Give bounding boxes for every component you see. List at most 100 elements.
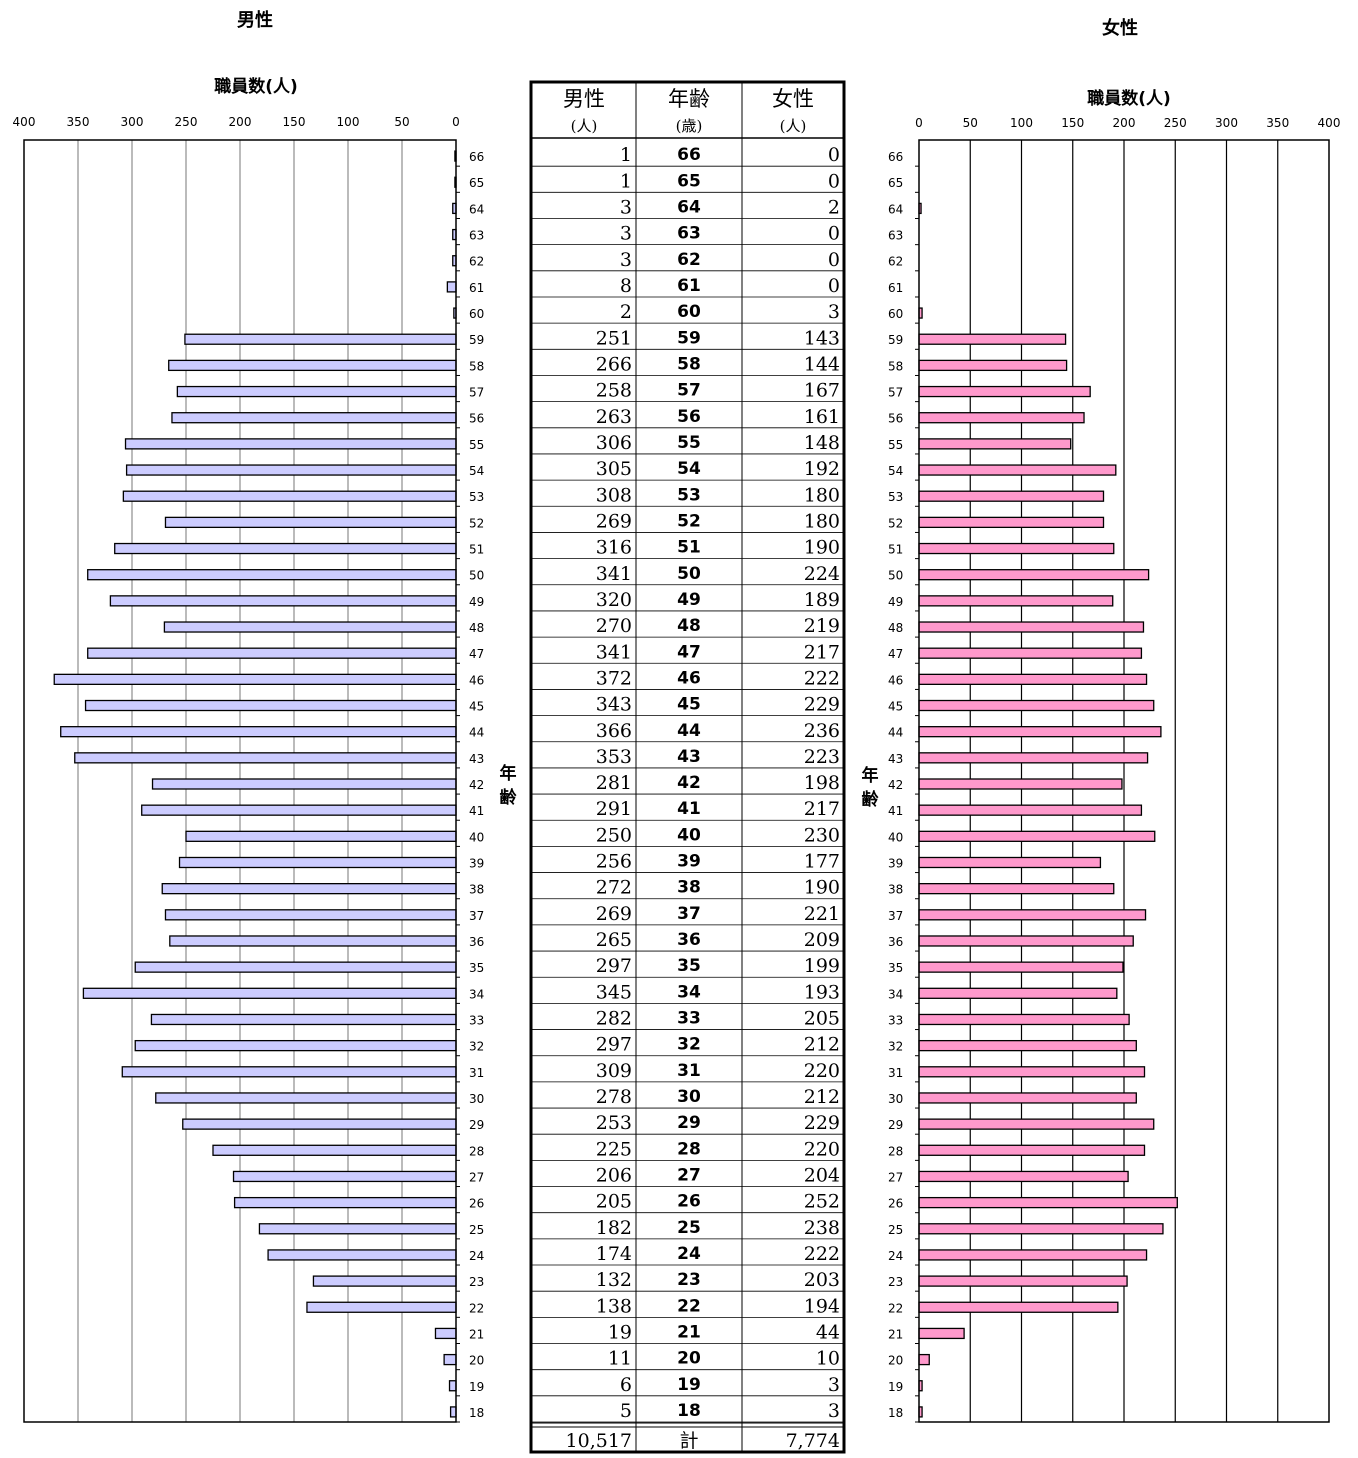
- female-bar: [918, 699, 1155, 712]
- male-tick-label: 0: [452, 115, 460, 129]
- male-tick-label: 150: [283, 115, 306, 129]
- female-age-label: 38: [888, 883, 903, 897]
- table-cell-age: 26: [677, 1192, 701, 1212]
- male-age-label: 37: [469, 909, 484, 923]
- male-age-label: 52: [469, 516, 484, 530]
- table-cell-male: 3: [620, 196, 632, 218]
- female-bar: [918, 516, 1105, 529]
- male-bar: [109, 595, 457, 607]
- table-cell-female: 252: [804, 1191, 840, 1213]
- table-cell-age: 42: [677, 773, 701, 793]
- col-female-header: 女性: [772, 87, 814, 111]
- female-age-label: 45: [888, 700, 903, 714]
- female-age-title-1: 年: [862, 765, 879, 786]
- table-cell-age: 48: [677, 616, 701, 636]
- female-bar: [918, 1301, 1119, 1313]
- table-cell-male: 253: [596, 1112, 632, 1134]
- table-cell-male: 1: [620, 170, 632, 192]
- table-cell-female: 212: [804, 1034, 840, 1056]
- male-bar: [448, 1380, 457, 1392]
- table-cell-male: 265: [596, 929, 632, 951]
- table-cell-female: 0: [828, 249, 840, 271]
- male-bar: [182, 1118, 457, 1130]
- male-age-label: 27: [469, 1170, 484, 1184]
- female-age-labels: 66 65 64 63 62 61 60 59 58 57 56 55 54 53 52 51 50 49 48 47…: [888, 150, 919, 1423]
- table-cell-age: 22: [677, 1296, 701, 1316]
- table-cell-female: 3: [828, 301, 840, 323]
- female-age-label: 28: [888, 1144, 903, 1158]
- female-age-label: 33: [888, 1013, 903, 1027]
- female-bar: [918, 909, 1147, 921]
- female-tick-label: 100: [1010, 116, 1033, 130]
- table-cell-male: 5: [620, 1400, 632, 1422]
- female-age-label: 50: [888, 569, 903, 583]
- female-age-label: 26: [888, 1197, 903, 1211]
- female-bar: [918, 1249, 1148, 1261]
- table-cell-male: 258: [596, 380, 632, 402]
- male-bar: [155, 1092, 457, 1104]
- female-bar: [918, 961, 1124, 973]
- col-female-unit: (人): [780, 117, 807, 135]
- male-age-title-2: 齢: [500, 787, 518, 808]
- female-age-label: 43: [888, 752, 903, 766]
- table-cell-age: 56: [677, 407, 701, 427]
- table-cell-age: 30: [677, 1087, 701, 1107]
- male-bar: [178, 856, 457, 869]
- female-age-label: 25: [888, 1223, 903, 1237]
- male-bar: [141, 804, 457, 816]
- table-cell-age: 66: [677, 145, 701, 165]
- male-age-label: 19: [469, 1380, 484, 1394]
- male-tick-label: 350: [67, 115, 90, 129]
- table-cell-female: 205: [804, 1008, 840, 1030]
- total-label: 計: [679, 1430, 698, 1452]
- table-cell-male: 282: [596, 1008, 632, 1030]
- table-cell-female: 209: [804, 929, 840, 951]
- male-bar: [312, 1275, 457, 1287]
- female-age-label: 56: [888, 412, 903, 426]
- male-age-label: 41: [469, 804, 484, 818]
- female-bar: [918, 1013, 1130, 1026]
- male-bar: [306, 1301, 457, 1313]
- male-age-label: 61: [469, 281, 484, 295]
- male-bar: [434, 1327, 457, 1340]
- table-cell-female: 10: [816, 1348, 840, 1370]
- table-frame: [529, 80, 846, 1454]
- table-cell-female: 44: [816, 1322, 840, 1344]
- female-age-label: 37: [888, 909, 903, 923]
- female-tick-label: 400: [1318, 116, 1341, 130]
- male-age-label: 54: [469, 464, 484, 478]
- table-cell-male: 250: [596, 824, 632, 846]
- table-cell-female: 143: [804, 327, 840, 349]
- male-age-label: 22: [469, 1301, 484, 1315]
- table-cell-female: 198: [804, 772, 840, 794]
- table-cell-male: 225: [596, 1138, 632, 1160]
- table-cell-age: 40: [677, 825, 701, 845]
- table-cell-age: 60: [677, 302, 701, 322]
- female-axis-title: 職員数(人): [1087, 88, 1171, 109]
- table-cell-age: 46: [677, 668, 701, 688]
- male-bar: [151, 778, 457, 790]
- male-bar: [60, 726, 457, 738]
- female-tick-label: 350: [1266, 116, 1289, 130]
- table-cell-age: 37: [677, 904, 701, 924]
- table-cell-male: 205: [596, 1191, 632, 1213]
- male-age-label: 31: [469, 1066, 484, 1080]
- male-age-label: 50: [469, 569, 484, 583]
- female-bar: [918, 673, 1148, 685]
- table-cell-male: 2: [620, 301, 632, 323]
- female-bar: [918, 647, 1143, 659]
- female-bar: [918, 1066, 1146, 1078]
- table-cell-female: 148: [804, 432, 840, 454]
- table-cell-male: 251: [596, 327, 632, 349]
- female-title: 女性: [1102, 17, 1138, 39]
- table-cell-male: 281: [596, 772, 632, 794]
- table-cell-female: 203: [804, 1269, 840, 1291]
- male-age-label: 56: [469, 412, 484, 426]
- male-axis-ticks: 0 50 100 150 200 250 300 350 400: [13, 115, 460, 129]
- male-bar: [176, 385, 457, 398]
- female-age-label: 46: [888, 673, 903, 687]
- male-tick-label: 300: [121, 115, 144, 129]
- table-cell-male: 291: [596, 798, 632, 820]
- female-age-label: 34: [888, 987, 903, 1001]
- table-cell-female: 193: [804, 981, 840, 1003]
